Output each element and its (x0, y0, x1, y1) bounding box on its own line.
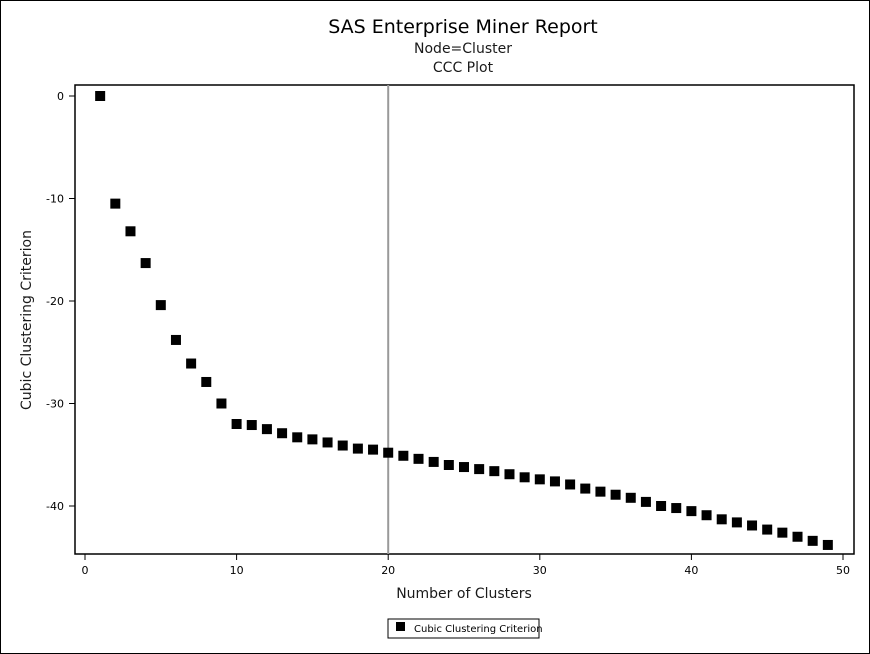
data-point (261, 424, 272, 435)
data-point (686, 506, 697, 517)
y-tick-label: -30 (46, 398, 64, 411)
data-point (504, 469, 515, 480)
x-tick-label: 20 (381, 564, 395, 577)
y-axis: 0 -10 -20 -30 -40 (46, 90, 75, 513)
data-point (368, 444, 379, 455)
data-point (383, 447, 394, 458)
legend-label: Cubic Clustering Criterion (414, 624, 543, 635)
data-point (413, 453, 424, 464)
y-tick-label: -20 (46, 295, 64, 308)
data-point (640, 496, 651, 507)
chart-subtitle-node: Node=Cluster (414, 41, 512, 57)
data-point (443, 460, 454, 470)
y-tick-label: -40 (46, 500, 64, 513)
data-point (307, 434, 318, 445)
y-tick-label: -10 (46, 193, 64, 206)
data-point (125, 226, 136, 237)
data-point (201, 376, 212, 387)
y-axis-label: Cubic Clustering Criterion (19, 230, 35, 410)
data-point (822, 539, 833, 550)
data-point (322, 437, 333, 448)
x-tick-label: 10 (230, 564, 244, 577)
data-point (231, 419, 242, 429)
data-point (140, 258, 151, 269)
data-point (292, 432, 303, 443)
x-tick-label: 0 (82, 564, 89, 577)
data-point (656, 501, 667, 511)
data-point (428, 456, 439, 467)
data-point (246, 420, 257, 431)
data-point (277, 428, 288, 439)
plot-area-frame (74, 84, 855, 555)
data-point (398, 450, 409, 461)
data-point (170, 334, 181, 345)
data-point (519, 472, 530, 483)
data-point (337, 440, 348, 451)
x-axis: 0 10 20 30 40 50 (82, 554, 850, 577)
data-point (731, 517, 742, 528)
data-point (595, 486, 606, 497)
x-tick-label: 50 (836, 564, 850, 577)
data-point (701, 510, 712, 521)
data-point (580, 483, 591, 494)
y-tick-label: 0 (57, 90, 64, 103)
x-tick-label: 40 (684, 564, 698, 577)
data-point (459, 462, 469, 473)
data-point (155, 300, 166, 311)
data-point (352, 443, 363, 454)
data-point (534, 474, 545, 485)
data-point (110, 198, 121, 209)
chart-subtitle-plot: CCC Plot (433, 60, 494, 76)
data-point (716, 514, 727, 525)
data-point (186, 358, 197, 369)
data-point (671, 503, 682, 514)
data-point (747, 520, 758, 531)
legend-box (387, 618, 540, 639)
data-point (216, 398, 227, 409)
data-point (792, 531, 803, 542)
data-point (762, 524, 773, 535)
series-points (95, 91, 833, 550)
data-point (474, 464, 485, 475)
data-point (625, 492, 636, 503)
chart-title: SAS Enterprise Miner Report (328, 16, 598, 38)
data-point (95, 91, 106, 101)
data-point (565, 479, 576, 490)
data-point (807, 535, 818, 546)
data-point (777, 527, 788, 538)
legend: Cubic Clustering Criterion (387, 618, 543, 639)
data-point (610, 489, 621, 500)
legend-marker (396, 622, 405, 631)
data-point (489, 466, 500, 477)
x-axis-label: Number of Clusters (396, 586, 532, 602)
x-tick-label: 30 (533, 564, 547, 577)
data-point (549, 476, 560, 487)
